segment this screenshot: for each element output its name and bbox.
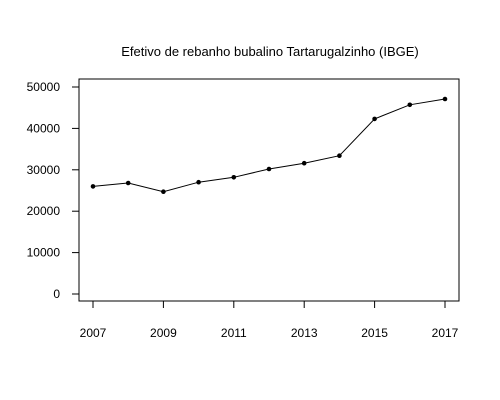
data-point [407, 102, 413, 108]
y-tick-label: 50000 [27, 80, 61, 94]
data-point [372, 116, 377, 122]
y-axis: 0 10000 20000 30000 40000 50000 [27, 80, 80, 301]
chart-title: Efetivo de rebanho bubalino Tartarugalzi… [121, 44, 419, 59]
x-axis: 2007 2009 2011 2013 2015 2017 [80, 300, 459, 340]
y-tick-label: 0 [53, 287, 60, 301]
x-tick-label: 2011 [221, 326, 247, 340]
data-point [161, 189, 166, 194]
y-tick-label: 20000 [27, 204, 61, 218]
y-tick-label: 30000 [27, 163, 61, 177]
x-tick-label: 2017 [432, 326, 459, 340]
x-tick-label: 2015 [361, 326, 388, 340]
x-tick-label: 2009 [150, 326, 177, 340]
plot-frame [78, 78, 460, 302]
y-tick-label: 40000 [27, 121, 61, 135]
data-point [231, 175, 237, 180]
data-point [442, 96, 448, 102]
data-point [90, 184, 96, 189]
data-point [337, 153, 342, 158]
y-tick-label: 10000 [27, 246, 61, 260]
series-layer [90, 96, 448, 194]
series-line [92, 98, 446, 193]
data-point [125, 180, 131, 186]
data-point [301, 160, 307, 166]
data-point [196, 179, 201, 185]
data-point [266, 166, 272, 172]
x-tick-label: 2013 [291, 326, 318, 340]
x-tick-label: 2007 [80, 326, 107, 340]
